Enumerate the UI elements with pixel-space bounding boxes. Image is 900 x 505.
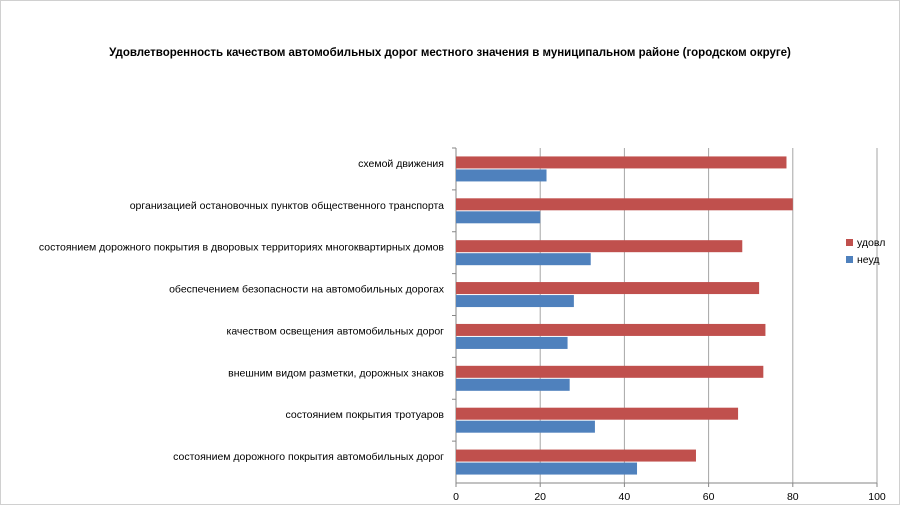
bar-neud bbox=[456, 378, 570, 391]
bar-udovl bbox=[456, 407, 739, 420]
category-label: состоянием покрытия тротуаров bbox=[285, 409, 444, 421]
x-tick-label: 80 bbox=[787, 491, 799, 503]
bar-udovl bbox=[456, 323, 766, 336]
bar-udovl bbox=[456, 156, 787, 169]
x-tick-label: 20 bbox=[534, 491, 546, 503]
bar-udovl bbox=[456, 449, 696, 462]
bar-neud bbox=[456, 295, 574, 308]
category-label: состоянием дорожного покрытия в дворовых… bbox=[39, 242, 445, 254]
legend-label: неуд bbox=[857, 254, 880, 266]
category-label: организацией остановочных пунктов общест… bbox=[130, 200, 444, 212]
x-tick-label: 60 bbox=[703, 491, 715, 503]
category-label: состоянием дорожного покрытия автомобиль… bbox=[173, 451, 444, 463]
category-label: качеством освещения автомобильных дорог bbox=[227, 325, 445, 337]
bar-neud bbox=[456, 462, 638, 475]
bar-udovl bbox=[456, 198, 793, 211]
bar-udovl bbox=[456, 240, 743, 253]
x-tick-label: 0 bbox=[453, 491, 459, 503]
bar-neud bbox=[456, 336, 568, 349]
x-tick-label: 100 bbox=[868, 491, 886, 503]
legend-swatch bbox=[846, 256, 853, 263]
bar-udovl bbox=[456, 365, 764, 378]
category-label: схемой движения bbox=[358, 158, 444, 170]
bar-udovl bbox=[456, 282, 760, 295]
category-label: внешним видом разметки, дорожных знаков bbox=[228, 367, 444, 379]
bar-neud bbox=[456, 253, 591, 266]
x-tick-label: 40 bbox=[619, 491, 631, 503]
bar-neud bbox=[456, 169, 547, 182]
legend-swatch bbox=[846, 239, 853, 246]
chart-title: Удовлетворенность качеством автомобильны… bbox=[109, 47, 791, 59]
bar-neud bbox=[456, 420, 595, 433]
bar-neud bbox=[456, 211, 541, 224]
legend-label: удовл bbox=[857, 237, 885, 249]
category-label: обеспечением безопасности на автомобильн… bbox=[169, 284, 445, 296]
